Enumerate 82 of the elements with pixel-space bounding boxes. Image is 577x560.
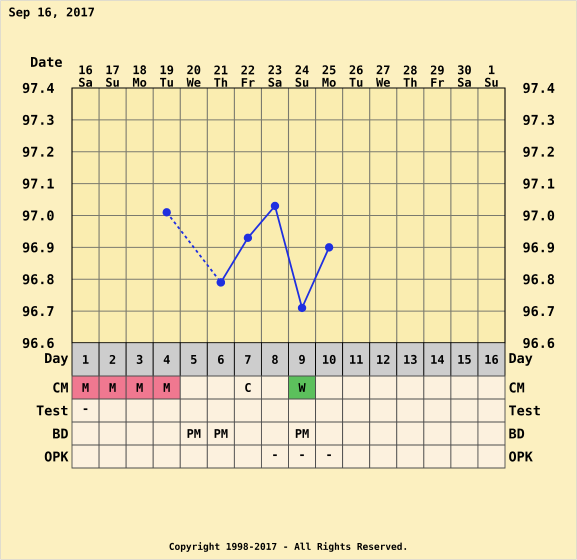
x-tick-label: 13 [404,354,417,364]
text: - [327,454,331,456]
y-tick-label: 97.3 [22,114,54,125]
y2-tick-label: 97.4 [523,82,554,94]
text: M [82,383,89,392]
x-tick-label: 17 Su [106,65,119,87]
x-tick-label: 6 [218,354,224,364]
text: - [84,408,88,410]
text: - [300,454,304,456]
x-tick-label: 21 Th [214,65,228,87]
x-axis-title: Date [30,57,62,67]
x-tick-label: 5 [191,354,197,364]
x-tick-label: 28 Th [404,65,417,87]
y-tick-label: BD [53,428,68,438]
text: - [273,454,277,456]
x-tick-label: 16 Sa [79,65,92,87]
x-tick-label: 30 Sa [458,65,471,87]
x-tick-label: 9 [299,354,305,364]
x-tick-label: 16 [485,354,498,364]
y2-tick-label: BD [509,428,524,438]
x-tick-label: 18 Mo [132,65,146,87]
y-tick-label: OPK [44,451,68,462]
x-tick-label: 14 [431,355,444,364]
x-tick-label: 15 [458,354,471,364]
text: C [245,382,251,392]
point [324,243,334,252]
x-tick-label: 25 Mo [322,65,336,87]
y-tick-label: 97.2 [22,146,54,157]
y-tick-label: Test [36,405,68,416]
y2-tick-label: 97.3 [523,114,554,125]
text: Copyright 1998-2017 - All Rights Reserved. [170,542,406,552]
y2-tick-label: 96.6 [523,338,554,348]
x-tick-label: 26 Tu [349,65,363,87]
y-tick-label: 97.4 [22,82,54,94]
y2-tick-label: Test [509,405,540,416]
text: M [109,383,116,392]
x-tick-label: 1 Su [485,65,498,87]
y-tick-label: 96.9 [22,242,54,252]
x-tick-label: 12 [377,355,390,364]
y2-tick-label: 97.1 [523,178,554,189]
text: M [164,383,170,392]
x-tick-label: 27 We [376,65,390,87]
y-tick-label: CM [53,382,68,393]
x-tick-label: 4 [164,355,170,364]
y2-tick-label: 96.7 [523,306,554,316]
x-tick-label: 3 [136,354,142,364]
point [216,278,226,287]
y-tick-label: 96.6 [22,338,54,348]
x-tick-label: 19 Tu [160,65,174,87]
x-tick-label: 24 Su [296,65,309,87]
y-tick-label: 97.1 [22,178,54,189]
point [244,234,252,242]
x-tick-label: 22 Fr [241,65,255,87]
x-tick-label: 23 Sa [268,65,282,87]
y2-tick-label: 96.8 [523,274,554,284]
y-tick-label: 96.7 [22,306,54,316]
y-tick-label: 97.0 [22,210,54,221]
y2-tick-label: 96.9 [523,242,554,252]
text: M [136,383,143,392]
x-tick-label: 7 [245,355,251,364]
y2-tick-label: 97.2 [523,146,554,157]
text: PM [296,429,309,438]
x-tick-label: 29 Fr [430,65,444,87]
point [162,208,171,217]
x-tick-label: 2 [110,355,116,364]
y2-tick-label: CM [510,382,524,393]
y2-tick-label: OPK [509,451,533,462]
text: PM [188,429,200,438]
x-tick-label: 11 [350,355,363,364]
x-tick-label: 10 [322,354,336,364]
y-tick-label: 96.8 [22,274,54,284]
point [298,304,306,312]
x-axis-title: Day [45,353,68,366]
text: PM [214,429,228,438]
point [270,202,280,210]
x-tick-label: 20 We [186,65,200,87]
y2-tick-label: 97.0 [523,210,554,221]
text: W [298,383,306,392]
text: Day [509,353,532,366]
x-tick-label: 8 [272,354,278,364]
x-tick-label: 1 [83,355,89,364]
chart-title: Sep 16, 2017 [9,8,94,19]
